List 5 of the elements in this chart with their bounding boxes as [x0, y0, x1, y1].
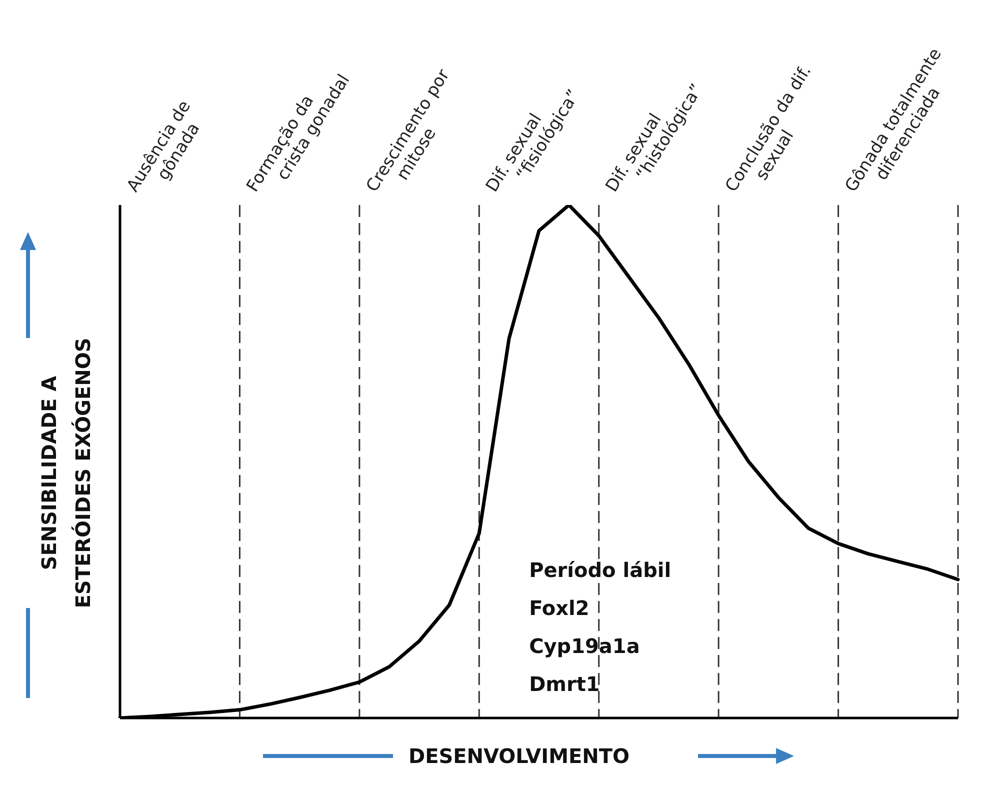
- annotation: Cyp19a1a: [529, 634, 640, 658]
- y-axis-title: SENSIBILIDADE A ESTERÓIDES EXÓGENOS: [37, 338, 95, 608]
- annotation: Foxl2: [529, 596, 590, 620]
- annotation: Dmrt1: [529, 672, 600, 696]
- x-axis-title: DESENVOLVIMENTO: [408, 744, 630, 768]
